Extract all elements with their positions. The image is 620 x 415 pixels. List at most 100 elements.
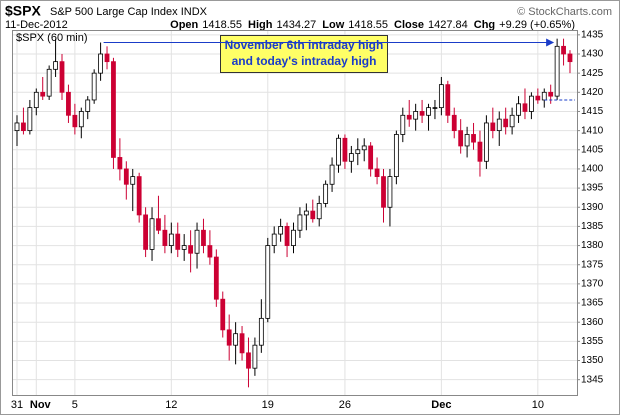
candle-body bbox=[226, 329, 232, 346]
x-tick-label: 10 bbox=[532, 399, 544, 411]
candle-body bbox=[53, 61, 58, 70]
candle-body bbox=[21, 122, 26, 132]
candle-body bbox=[496, 118, 502, 132]
annotation-box bbox=[220, 35, 388, 73]
quote-label: Open bbox=[170, 19, 198, 31]
y-tick-label: 1390 bbox=[581, 202, 604, 213]
candle-body bbox=[162, 229, 168, 246]
annotation-line: November 6th intraday high bbox=[225, 38, 384, 52]
x-tick-label: 31 bbox=[11, 399, 23, 411]
candle-body bbox=[458, 130, 464, 147]
y-tick-label: 1415 bbox=[581, 106, 604, 117]
quote-label: Low bbox=[322, 19, 344, 31]
y-tick-label: 1425 bbox=[581, 68, 604, 79]
candle-body bbox=[419, 111, 425, 116]
candle-body bbox=[426, 107, 431, 116]
quote: Open 1418.55 High 1434.27 Low 1418.55 Close 142… bbox=[170, 19, 575, 31]
candle-body bbox=[522, 103, 528, 112]
candle-body bbox=[156, 218, 161, 231]
candle-body bbox=[387, 176, 393, 208]
name: S&P 500 Large Cap Index bbox=[50, 6, 178, 18]
candle-body bbox=[246, 352, 251, 369]
candle-body bbox=[400, 114, 406, 135]
candle-body bbox=[368, 145, 374, 170]
candle-body bbox=[168, 233, 174, 246]
plot-area bbox=[12, 30, 578, 396]
candle-body bbox=[297, 214, 303, 231]
candle-body bbox=[46, 68, 52, 97]
candle-body bbox=[252, 344, 258, 369]
candle-body bbox=[111, 61, 116, 158]
candle-body bbox=[14, 122, 20, 132]
x-tick-label: 19 bbox=[262, 399, 274, 411]
x-tick-label: Nov bbox=[30, 399, 52, 411]
candle-body bbox=[104, 53, 110, 63]
candle-body bbox=[406, 114, 412, 120]
candle-body bbox=[72, 114, 78, 128]
quote-label: Chg bbox=[474, 19, 495, 31]
quote-label: Close bbox=[394, 19, 424, 31]
candle-body bbox=[438, 84, 444, 109]
legend: $SPX (60 min) bbox=[16, 32, 88, 44]
candle-body bbox=[233, 333, 239, 346]
quote-value: 1434.27 bbox=[277, 19, 317, 31]
candle-body bbox=[91, 72, 97, 101]
candle-body bbox=[258, 317, 264, 346]
x-tick-label: 12 bbox=[165, 399, 177, 411]
candle-body bbox=[516, 103, 521, 116]
y-tick-label: 1410 bbox=[581, 125, 604, 136]
candle-body bbox=[213, 256, 219, 300]
candle-body bbox=[567, 53, 573, 63]
symbol: $SPX bbox=[5, 3, 41, 19]
y-tick-label: 1400 bbox=[581, 164, 604, 175]
y-tick-label: 1385 bbox=[581, 221, 604, 232]
candle-body bbox=[554, 45, 560, 97]
candle-body bbox=[316, 203, 322, 220]
x-tick-label: 5 bbox=[72, 399, 78, 411]
candle-body bbox=[181, 245, 187, 250]
candle-body bbox=[477, 141, 483, 162]
y-tick-label: 1365 bbox=[581, 298, 604, 309]
index-name: S&P 500 Large Cap Index INDX bbox=[50, 6, 208, 18]
candle-body bbox=[27, 107, 33, 132]
candle-body bbox=[374, 168, 380, 178]
candle-body bbox=[541, 91, 547, 101]
x-tick-label: Dec bbox=[431, 399, 451, 411]
candle-body bbox=[220, 298, 226, 331]
candle-body bbox=[445, 84, 451, 116]
annotation-line: and today's intraday high bbox=[232, 54, 377, 68]
candle-body bbox=[483, 122, 489, 162]
candle-body bbox=[117, 157, 123, 170]
x-tick-label: 26 bbox=[339, 399, 351, 411]
candle-body bbox=[561, 45, 566, 55]
quote-value: 1427.84 bbox=[428, 19, 468, 31]
candle-body bbox=[98, 53, 103, 74]
candle-body bbox=[201, 229, 206, 246]
candle-body bbox=[503, 118, 509, 128]
candle-body bbox=[33, 91, 39, 109]
candle-body bbox=[265, 245, 271, 319]
arrow-head bbox=[546, 38, 555, 47]
candle-body bbox=[323, 183, 329, 204]
y-tick-label: 1375 bbox=[581, 259, 604, 270]
y-tick-label: 1435 bbox=[581, 29, 604, 40]
candle-body bbox=[529, 95, 534, 112]
candle-body bbox=[271, 233, 277, 246]
y-tick-label: 1405 bbox=[581, 144, 604, 155]
candle-body bbox=[336, 137, 341, 166]
quote-value: 1418.55 bbox=[202, 19, 242, 31]
y-tick-label: 1360 bbox=[581, 317, 604, 328]
candle-body bbox=[66, 91, 71, 116]
candle-body bbox=[284, 226, 290, 246]
candle-body bbox=[393, 134, 399, 178]
candle-body bbox=[303, 210, 309, 216]
y-tick-label: 1370 bbox=[581, 279, 604, 290]
candle-body bbox=[175, 233, 181, 250]
candle-body bbox=[355, 149, 361, 155]
candle-body bbox=[143, 214, 149, 250]
y-tick-label: 1380 bbox=[581, 240, 604, 251]
candle-body bbox=[130, 176, 136, 185]
candle-body bbox=[85, 99, 91, 112]
quote-value: 1418.55 bbox=[348, 19, 388, 31]
